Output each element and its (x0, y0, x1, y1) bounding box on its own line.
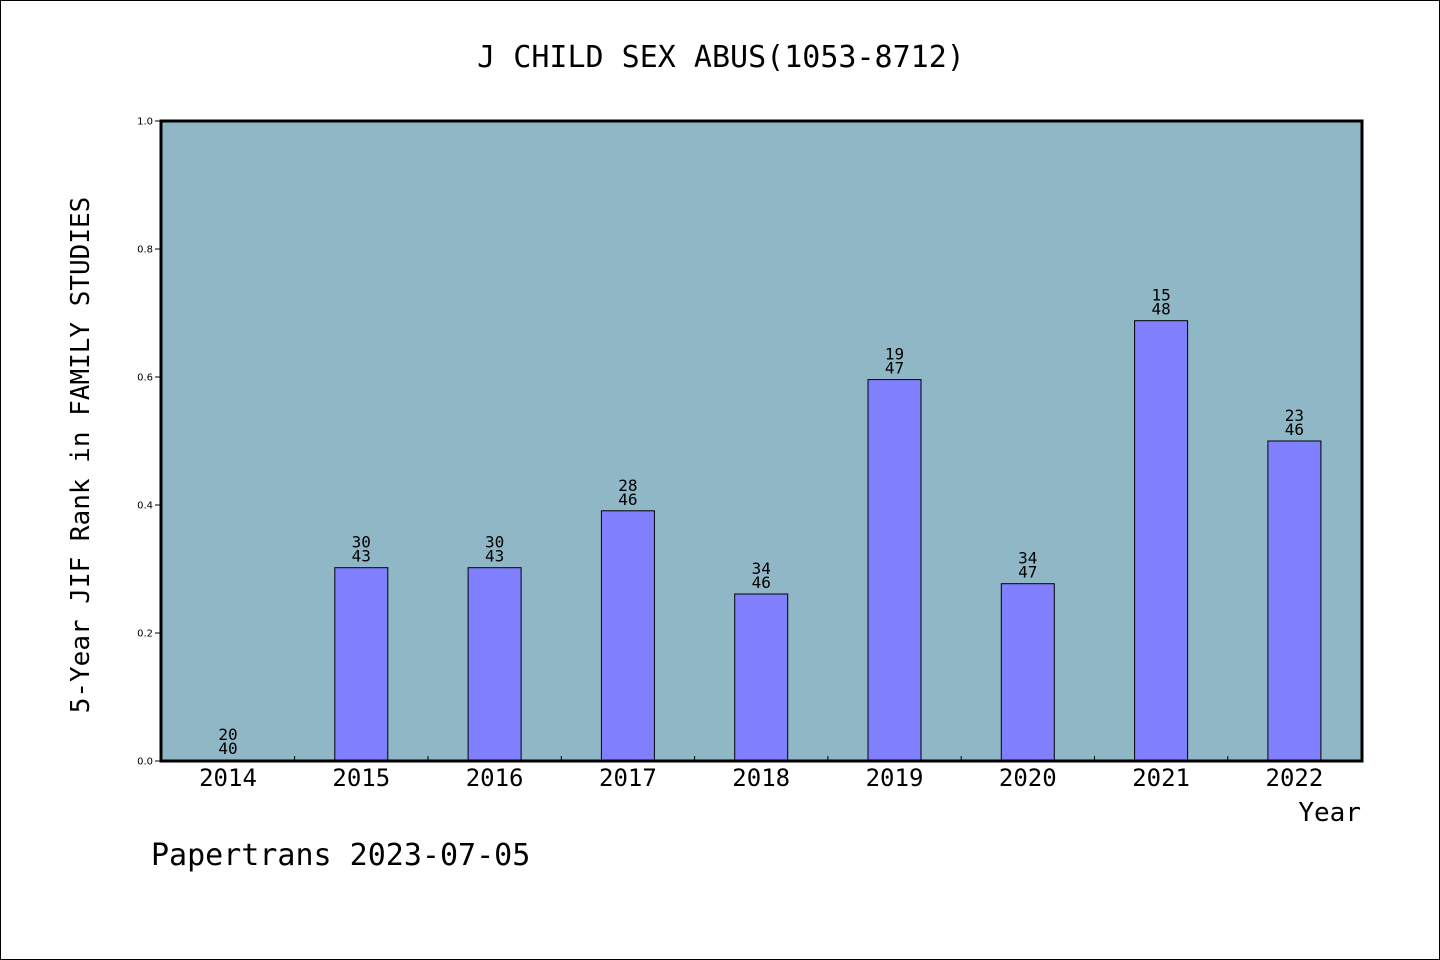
x-axis-label: Year (1298, 798, 1361, 828)
bar-2020 (1000, 583, 1055, 762)
y-tick-label-1.0: 1.0 (137, 117, 153, 128)
bar-label-rank-2017: 28 (618, 476, 637, 495)
chart-title: J CHILD SEX ABUS(1053-8712) (477, 40, 965, 75)
bar-label-rank-2020: 34 (1018, 549, 1037, 568)
x-tick-label-2016: 2016 (466, 764, 524, 792)
bar-2022 (1267, 440, 1322, 762)
bar-2019 (867, 379, 922, 762)
bar-label-rank-2019: 19 (885, 345, 904, 364)
y-tick-label-0.4: 0.4 (137, 501, 153, 512)
x-tick-label-2018: 2018 (732, 764, 790, 792)
bar-2016 (467, 567, 522, 762)
bar-label-rank-2018: 34 (752, 559, 771, 578)
y-tick-label-0.2: 0.2 (137, 629, 153, 640)
bar-label-rank-2015: 30 (352, 533, 371, 552)
y-axis-ticks: 0.0 0.2 0.4 0.6 0.8 1.0 (137, 117, 161, 768)
plot-frame (159, 119, 1364, 763)
x-tick-label-2022: 2022 (1266, 764, 1324, 792)
x-tick-label-2017: 2017 (599, 764, 657, 792)
bar-label-rank-2016: 30 (485, 533, 504, 552)
x-tick-label-2019: 2019 (866, 764, 924, 792)
bar-label-total-2020: 47 (1018, 563, 1037, 582)
bar-2018 (734, 593, 789, 762)
bar-label-total-2022: 46 (1285, 420, 1304, 439)
bar-2015 (334, 567, 389, 762)
x-axis-ticks: 2014 2015 2016 2017 2018 2019 2020 2021 2022 (199, 756, 1323, 792)
bar-label-total-2017: 46 (618, 490, 637, 509)
bar-label-total-2018: 46 (752, 573, 771, 592)
x-tick-label-2020: 2020 (999, 764, 1057, 792)
x-tick-label-2021: 2021 (1132, 764, 1190, 792)
y-axis-label: 5-Year JIF Rank in FAMILY STUDIES (66, 197, 96, 714)
footer-text: Papertrans 2023-07-05 (151, 838, 530, 873)
bar-label-total-2015: 43 (352, 547, 371, 566)
bar-label-rank-2022: 23 (1285, 406, 1304, 425)
bar-label-total-2021: 48 (1151, 300, 1170, 319)
x-tick-label-2015: 2015 (332, 764, 390, 792)
y-tick-label-0.8: 0.8 (137, 245, 153, 256)
bars-layer (201, 320, 1322, 762)
bar-2021 (1134, 320, 1189, 762)
y-tick-label-0.6: 0.6 (137, 373, 153, 384)
bar-label-rank-2021: 15 (1151, 286, 1170, 305)
y-tick-label-0.0: 0.0 (137, 757, 153, 768)
bar-label-total-2016: 43 (485, 547, 504, 566)
bar-label-total-2019: 47 (885, 359, 904, 378)
x-tick-label-2014: 2014 (199, 764, 257, 792)
bar-label-rank-2014: 20 (218, 725, 237, 744)
bar-2017 (600, 510, 655, 762)
bar-label-total-2014: 40 (218, 739, 237, 758)
